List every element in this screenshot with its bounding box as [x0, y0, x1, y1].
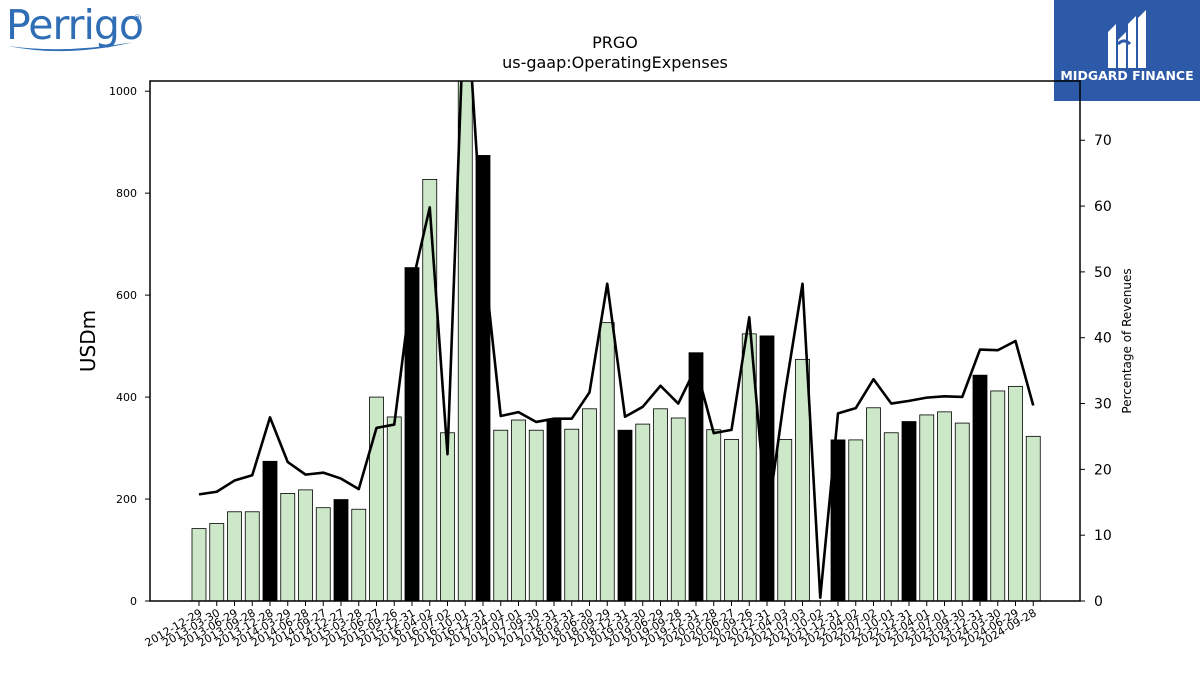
y2-tick-label: 70 [1094, 133, 1112, 149]
chart-subtitle: us-gaap:OperatingExpenses [502, 53, 728, 72]
bar [919, 414, 935, 601]
bar [706, 429, 722, 601]
bar [901, 421, 917, 601]
bar [244, 511, 260, 601]
bar [528, 429, 544, 601]
bar [511, 419, 526, 601]
bar [724, 438, 739, 601]
chart-title: PRGO [592, 33, 638, 52]
bar [333, 499, 349, 601]
bar [191, 528, 207, 601]
midgard-finance-watermark: MIDGARD FINANCE [1054, 0, 1200, 101]
bar-series [191, 81, 1041, 601]
perrigo-logo: Perrigo ® [6, 1, 144, 56]
bar [795, 358, 810, 601]
bar [653, 408, 668, 601]
perrigo-logo-text: Perrigo [6, 1, 144, 49]
bar [422, 178, 438, 601]
bar [493, 429, 509, 601]
bar [262, 460, 278, 601]
bar [830, 439, 846, 601]
y2-tick-label: 0 [1094, 594, 1103, 610]
bar [1025, 435, 1041, 601]
y2-tick-label: 20 [1094, 462, 1112, 478]
bar [582, 408, 597, 601]
bar [475, 155, 491, 601]
midgard-logo-text: MIDGARD FINANCE [1060, 68, 1194, 83]
y2-tick-label: 50 [1094, 265, 1112, 281]
y-tick-label: 200 [116, 493, 137, 506]
y-tick-label: 0 [130, 595, 137, 608]
bar [777, 438, 793, 601]
bar [848, 439, 864, 601]
bar [351, 508, 367, 601]
y2-tick-label: 10 [1094, 528, 1112, 544]
bar [937, 411, 952, 601]
y2-tick-label: 30 [1094, 397, 1112, 413]
bar [599, 322, 615, 601]
y2-tick-label: 60 [1094, 199, 1112, 215]
plot-frame [149, 80, 1081, 602]
bar [670, 417, 686, 601]
bar [954, 422, 970, 601]
y-axis-label: USDm [76, 310, 100, 372]
bar [866, 407, 881, 601]
perrigo-logo-registered: ® [133, 14, 142, 24]
bar [1008, 385, 1023, 601]
bar [298, 489, 313, 601]
bar [688, 352, 704, 601]
percentage-line [198, 81, 1035, 600]
bar [457, 81, 473, 601]
midgard-logo-icon [1108, 10, 1146, 68]
bar [404, 267, 420, 601]
bar [546, 418, 562, 601]
bar [883, 432, 899, 601]
y-tick-label: 800 [116, 187, 137, 200]
y-tick-label: 600 [116, 289, 137, 302]
bar [227, 511, 242, 601]
bar [990, 390, 1006, 601]
bar [617, 429, 633, 601]
bar [315, 507, 331, 601]
bar [209, 523, 225, 601]
perrigo-swoosh-icon [8, 42, 134, 52]
y-tick-label: 400 [116, 391, 137, 404]
bar [280, 493, 296, 601]
bar [635, 423, 651, 601]
bar [386, 416, 402, 601]
y2-tick-label: 40 [1094, 331, 1112, 347]
bar [972, 374, 988, 601]
y-tick-label: 1000 [109, 85, 137, 98]
bar [741, 333, 757, 601]
bar [564, 428, 580, 601]
bar [440, 432, 455, 601]
y2-axis-label: Percentage of Revenues [1120, 268, 1134, 413]
